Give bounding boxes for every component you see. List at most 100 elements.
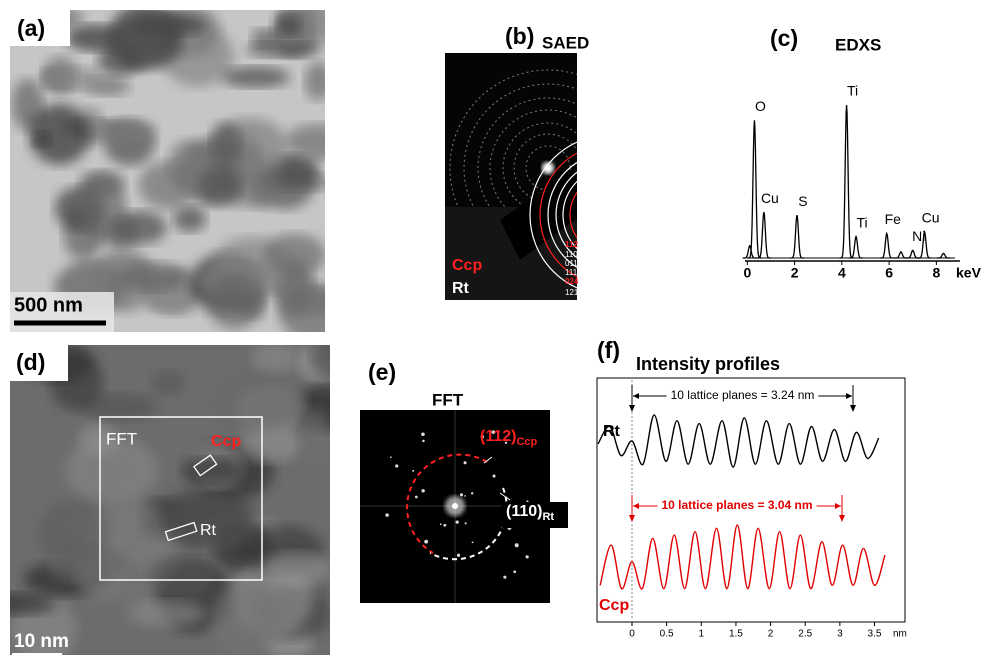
fft-spot: [421, 489, 424, 492]
x-tick-label: 2.5: [798, 629, 812, 640]
x-tick-label: 4: [838, 265, 846, 281]
fft-spot: [422, 440, 424, 442]
spot-plane: (110): [506, 503, 542, 520]
ring-label: 112: [565, 240, 578, 249]
phase-label: Ccp: [452, 257, 482, 274]
ring-label: 024: [565, 277, 579, 286]
fft-spot: [395, 464, 398, 467]
peak-label: Cu: [761, 190, 779, 206]
texture: [29, 104, 91, 165]
peak-label: Fe: [885, 211, 902, 227]
texture: [279, 282, 351, 344]
x-tick-label: 0: [629, 629, 635, 640]
panel-label: (a): [17, 15, 45, 41]
texture: [106, 15, 181, 70]
texture: [207, 274, 262, 329]
fft-spot: [412, 470, 414, 472]
texture: [151, 370, 186, 395]
spot-phase: Ccp: [516, 436, 537, 448]
ring-label: 111: [565, 268, 578, 277]
texture: [252, 342, 298, 374]
box-label: FFT: [106, 429, 137, 448]
scale-bar-label: 500 nm: [14, 294, 83, 316]
x-tick-label: 3: [837, 629, 843, 640]
fft-spot: [390, 456, 392, 458]
panel-title: EDXS: [835, 35, 881, 54]
annotation: 10 lattice planes = 3.04 nm: [661, 498, 812, 512]
fft-spot: [465, 522, 467, 524]
texture: [310, 337, 347, 375]
texture: [196, 166, 240, 207]
fft-spot: [464, 495, 466, 497]
fft-spot: [456, 520, 459, 523]
fft-spot: [460, 493, 463, 496]
fft-spot: [385, 513, 388, 516]
x-tick-label: 1: [699, 629, 705, 640]
texture: [210, 122, 241, 167]
fft-spot: [421, 432, 425, 436]
ring-label: 121: [565, 288, 579, 297]
texture: [138, 161, 198, 209]
figure: (a) 500 nm (b) SAED 112 110 011 111 024 …: [0, 0, 987, 663]
fft-spot: [424, 540, 428, 544]
fft-spot: [463, 461, 466, 464]
peak: [880, 234, 894, 258]
peak-label: S: [798, 193, 807, 209]
panel-label: (f): [597, 337, 620, 363]
region-label: Rt: [200, 522, 217, 539]
fft-spot: [515, 543, 519, 547]
series-label: Ccp: [599, 597, 629, 614]
region-label: Ccp: [211, 433, 241, 450]
fft-spot: [471, 492, 473, 494]
series-label: Rt: [603, 423, 621, 440]
peak: [790, 215, 804, 258]
x-axis-label: nm: [893, 629, 907, 640]
texture: [298, 408, 330, 472]
ring-label: 110: [565, 250, 578, 259]
fft-spot: [526, 555, 529, 558]
texture: [277, 15, 302, 36]
texture: [129, 600, 207, 627]
panel-title: SAED: [542, 33, 589, 52]
x-tick-label: 0.5: [660, 629, 674, 640]
x-tick-label: 1.5: [729, 629, 743, 640]
panel-title: FFT: [432, 390, 464, 409]
peak-label: Ti: [847, 83, 858, 99]
texture: [145, 292, 186, 312]
panel-title: Intensity profiles: [636, 354, 780, 374]
texture: [77, 176, 126, 242]
x-axis-label: keV: [956, 265, 982, 281]
scale-bar-label: 10 nm: [14, 631, 69, 652]
peak: [936, 253, 950, 258]
fft-spot: [415, 496, 418, 499]
peak: [747, 120, 761, 258]
texture: [210, 582, 281, 660]
fft-spot: [443, 524, 446, 527]
x-tick-label: 2: [791, 265, 799, 281]
peak: [894, 252, 908, 258]
texture: [149, 556, 215, 599]
texture: [41, 66, 103, 91]
spot-phase: Rt: [542, 511, 554, 523]
annotation: 10 lattice planes = 3.24 nm: [671, 388, 815, 402]
spot-plane: (112): [480, 428, 516, 445]
texture: [250, 176, 278, 209]
phase-label: Rt: [452, 280, 470, 297]
texture: [39, 501, 109, 566]
x-tick-label: 6: [885, 265, 893, 281]
peak-label: Cu: [922, 210, 940, 226]
panel-label: (d): [16, 349, 45, 375]
texture: [182, 457, 244, 483]
fft-spot: [492, 475, 495, 478]
texture: [305, 62, 334, 101]
texture: [222, 67, 290, 88]
x-tick-label: 3.5: [868, 629, 882, 640]
peak-label: Ti: [856, 214, 867, 230]
ring-label: 011: [565, 259, 578, 268]
fft-spot: [472, 541, 474, 543]
texture: [263, 552, 331, 586]
texture: [285, 124, 351, 160]
fft-spot: [440, 523, 442, 525]
x-tick-label: 0: [743, 265, 751, 281]
